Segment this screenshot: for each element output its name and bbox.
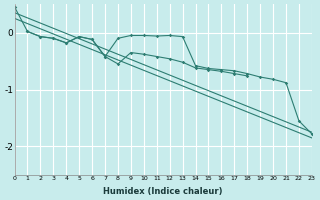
- X-axis label: Humidex (Indice chaleur): Humidex (Indice chaleur): [103, 187, 223, 196]
